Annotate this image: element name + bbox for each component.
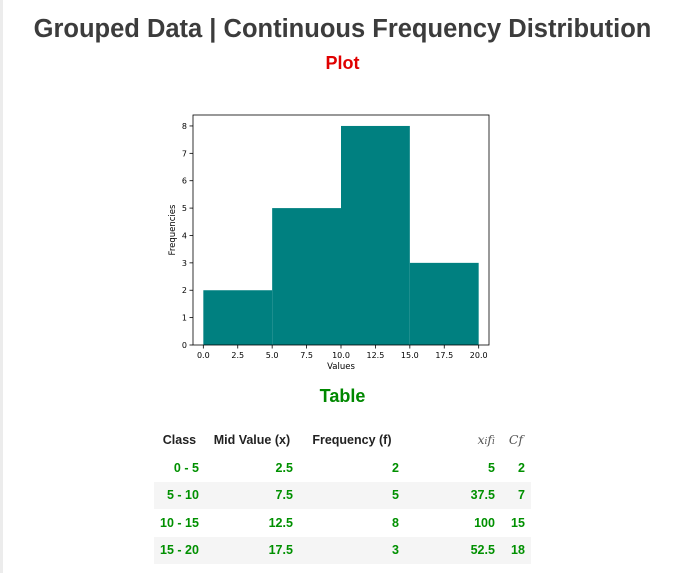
page-left-border [0, 0, 3, 573]
header-class: Class [162, 432, 197, 447]
histogram-bar [272, 208, 341, 345]
x-tick-label: 17.5 [435, 351, 453, 360]
plot-heading: Plot [325, 53, 360, 73]
table-heading: Table [319, 386, 366, 406]
cell-frequency: 5 [298, 481, 405, 509]
cell-xi-fi: 52.5 [404, 536, 501, 564]
y-tick-label: 3 [182, 259, 187, 268]
y-tick-label: 4 [182, 231, 187, 240]
header-frequency: Frequency (f) [312, 432, 392, 447]
y-tick-label: 7 [182, 149, 187, 158]
cell-mid-value: 17.5 [204, 536, 299, 564]
table-row: 15 - 20 17.5 3 52.5 18 [154, 536, 531, 564]
cell-class: 10 - 15 [154, 509, 205, 537]
cell-cumulative-frequency: 7 [500, 481, 531, 509]
histogram-chart: 0.0 2.5 5.0 7.5 10.0 12.5 15.0 17.5 20.0 0 1 2 3 4 5 6 7… [168, 114, 490, 372]
x-tick-label: 7.5 [300, 351, 313, 360]
x-tick-label: 20.0 [470, 351, 488, 360]
cell-cumulative-frequency: 15 [500, 509, 531, 537]
cell-frequency: 2 [298, 454, 405, 482]
x-axis-label: Values [327, 362, 355, 372]
y-tick-label: 6 [182, 177, 187, 186]
histogram-bar [341, 125, 410, 345]
x-tick-label: 10.0 [332, 351, 350, 360]
cell-class: 0 - 5 [154, 454, 205, 482]
cell-xi-fi: 5 [404, 454, 501, 482]
cell-frequency: 8 [298, 509, 405, 537]
x-tick-label: 0.0 [197, 351, 210, 360]
y-tick-label: 5 [182, 204, 187, 213]
histogram-bar [203, 290, 273, 345]
histogram-bar [409, 262, 479, 345]
cell-xi-fi: 37.5 [404, 481, 501, 509]
x-tick-label: 12.5 [367, 351, 385, 360]
y-tick-label: 1 [182, 314, 187, 323]
cell-class: 5 - 10 [154, 481, 205, 509]
table-row: 0 - 5 2.5 2 5 2 [154, 454, 531, 482]
frequency-table: Class Mid Value (x) Frequency (f) xifi C… [154, 425, 531, 564]
x-tick-label: 5.0 [266, 351, 279, 360]
cell-mid-value: 7.5 [204, 481, 299, 509]
table-row: 10 - 15 12.5 8 100 15 [154, 509, 531, 537]
cell-mid-value: 2.5 [204, 454, 299, 482]
cell-class: 15 - 20 [154, 536, 205, 564]
y-tick-label: 8 [182, 122, 187, 131]
table-row: 5 - 10 7.5 5 37.5 7 [154, 481, 531, 509]
y-tick-label: 2 [182, 286, 187, 295]
table-header-row: Class Mid Value (x) Frequency (f) xifi C… [154, 425, 531, 454]
x-tick-label: 2.5 [231, 351, 244, 360]
cell-mid-value: 12.5 [204, 509, 299, 537]
y-tick-label: 0 [182, 341, 187, 350]
x-tick-label: 15.0 [401, 351, 419, 360]
cell-frequency: 3 [298, 536, 405, 564]
page-title: Grouped Data | Continuous Frequency Dist… [33, 15, 652, 43]
header-xi-fi: xifi [477, 432, 495, 447]
cell-xi-fi: 100 [404, 509, 501, 537]
cell-cumulative-frequency: 2 [500, 454, 531, 482]
header-cumulative-frequency: Cf [508, 432, 524, 447]
cell-cumulative-frequency: 18 [500, 536, 531, 564]
y-axis-label: Frequencies [168, 204, 178, 255]
header-mid-value: Mid Value (x) [213, 432, 291, 447]
